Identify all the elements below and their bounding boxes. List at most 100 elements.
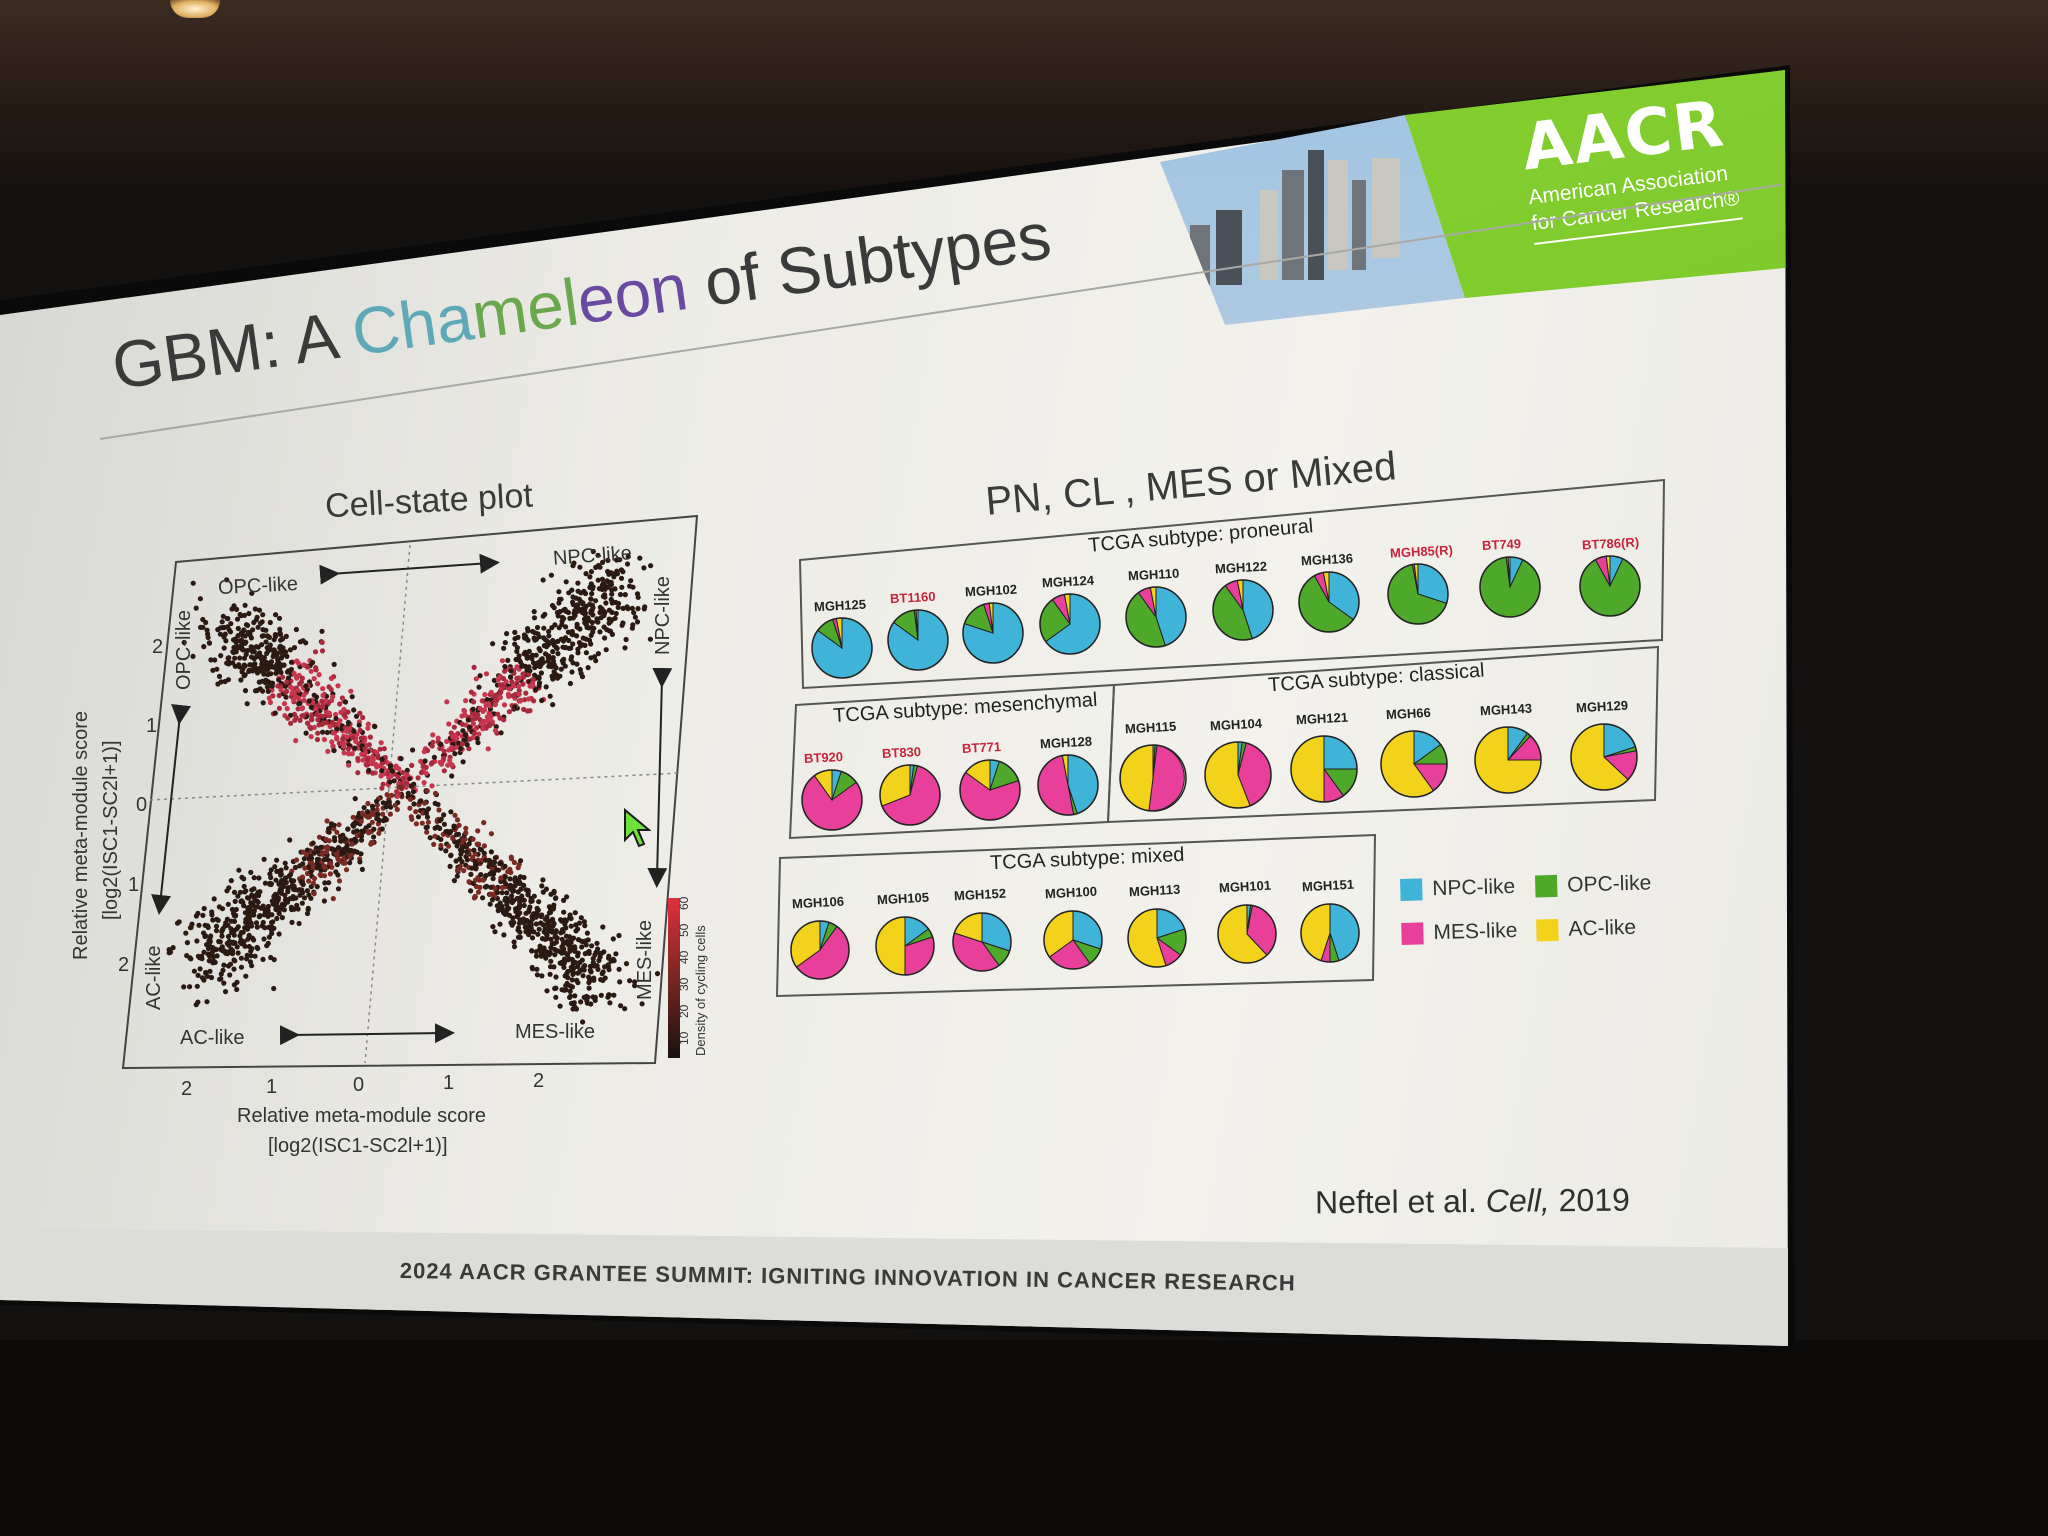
scatter-point (625, 553, 631, 560)
scatter-point (276, 931, 282, 937)
scatter-point (252, 904, 259, 910)
scatter-point (376, 830, 382, 836)
scatter-point (632, 614, 639, 620)
scatter-point (238, 964, 245, 970)
scatter-point (562, 663, 568, 669)
scatter-point (193, 1002, 199, 1008)
scatter-point (204, 627, 210, 633)
scatter-point (502, 911, 508, 918)
scatter-point (564, 894, 570, 900)
pie-mgh105 (875, 916, 935, 976)
scatter-point (606, 992, 612, 998)
scatter-point (283, 633, 289, 640)
legend-item-npc: NPC-like (1400, 875, 1515, 902)
scatter-point (515, 865, 521, 871)
scatter-point (201, 930, 207, 936)
scatter-point (388, 804, 394, 810)
scatter-point (398, 756, 404, 762)
scatter-point (514, 675, 520, 681)
scatter-point (544, 914, 550, 920)
scatter-point (629, 605, 635, 611)
scatter-point (365, 800, 371, 807)
scatter-point (456, 822, 462, 828)
scatter-point (508, 668, 514, 674)
scatter-point (304, 720, 311, 726)
scatter-point (447, 863, 453, 870)
scatter-point (467, 736, 473, 742)
scatter-point (260, 700, 266, 706)
scatter-point (504, 631, 510, 637)
scatter-point (618, 575, 625, 581)
scatter-point (567, 956, 573, 962)
scatter-point (575, 937, 582, 943)
scatter-point (550, 918, 556, 925)
scatter-point (195, 972, 201, 979)
scatter-point (447, 757, 453, 764)
scatter-point (245, 909, 251, 915)
scatter-point (556, 600, 562, 606)
scatter-point (453, 858, 459, 864)
pie-bt749 (1479, 556, 1541, 618)
scatter-point (335, 845, 342, 851)
scatter-point (494, 890, 500, 896)
pie-label-mgh152: MGH152 (953, 885, 1007, 904)
pie-label-mgh128: MGH128 (1039, 733, 1093, 752)
scatter-point (193, 605, 199, 611)
scatter-point (488, 831, 494, 837)
scatter-point (307, 724, 313, 730)
scatter-point (624, 604, 630, 610)
scatter-point (516, 905, 523, 911)
scatter-point (341, 750, 347, 756)
scatter-point (558, 917, 564, 923)
proneural-box (798, 478, 1666, 690)
scatter-point (244, 952, 250, 958)
scatter-point (599, 576, 606, 582)
scatter-point (587, 963, 594, 969)
scatter-point (541, 625, 547, 631)
pie-label-mgh113: MGH113 (1128, 881, 1181, 900)
scatter-point (217, 939, 223, 945)
scatter-point (553, 895, 559, 901)
scatter-point (314, 736, 321, 743)
scatter-point (203, 619, 209, 626)
scatter-point (555, 638, 561, 645)
scatter-point (335, 886, 342, 892)
scatter-point (232, 898, 238, 905)
scatter-point (485, 746, 491, 752)
scatter-point (219, 933, 225, 939)
scatter-point (404, 767, 410, 774)
scatter-point (235, 633, 241, 639)
scatter-point (364, 757, 370, 763)
scatter-point (515, 925, 522, 931)
scatter-point (558, 596, 564, 602)
scatter-point (301, 856, 307, 862)
scatter-point (523, 910, 529, 916)
scatter-point (583, 993, 590, 1000)
scatter-point (533, 921, 540, 927)
scatter-point (197, 966, 203, 972)
scatter-point (315, 730, 321, 736)
scatter-point (281, 701, 288, 707)
scatter-point (379, 768, 385, 774)
scatter-point (304, 888, 310, 894)
scatter-point (323, 836, 329, 843)
scatter-point (551, 888, 557, 894)
scatter-point (251, 912, 257, 918)
scatter-point (261, 671, 267, 677)
pie-mgh66 (1380, 730, 1448, 798)
scatter-point (283, 694, 289, 700)
scatter-point (292, 864, 298, 871)
pie-mgh85r (1387, 563, 1449, 625)
scatter-point (327, 723, 333, 730)
scatter-point (449, 762, 455, 768)
scatter-point (247, 959, 254, 965)
scatter-point (296, 701, 302, 707)
scatter-point (272, 864, 278, 870)
scatter-point (358, 833, 365, 839)
scatter-point (262, 680, 268, 686)
scatter-point (337, 701, 343, 707)
scatter-point (339, 848, 345, 855)
scatter-point (475, 889, 482, 895)
scatter-point (357, 710, 363, 716)
